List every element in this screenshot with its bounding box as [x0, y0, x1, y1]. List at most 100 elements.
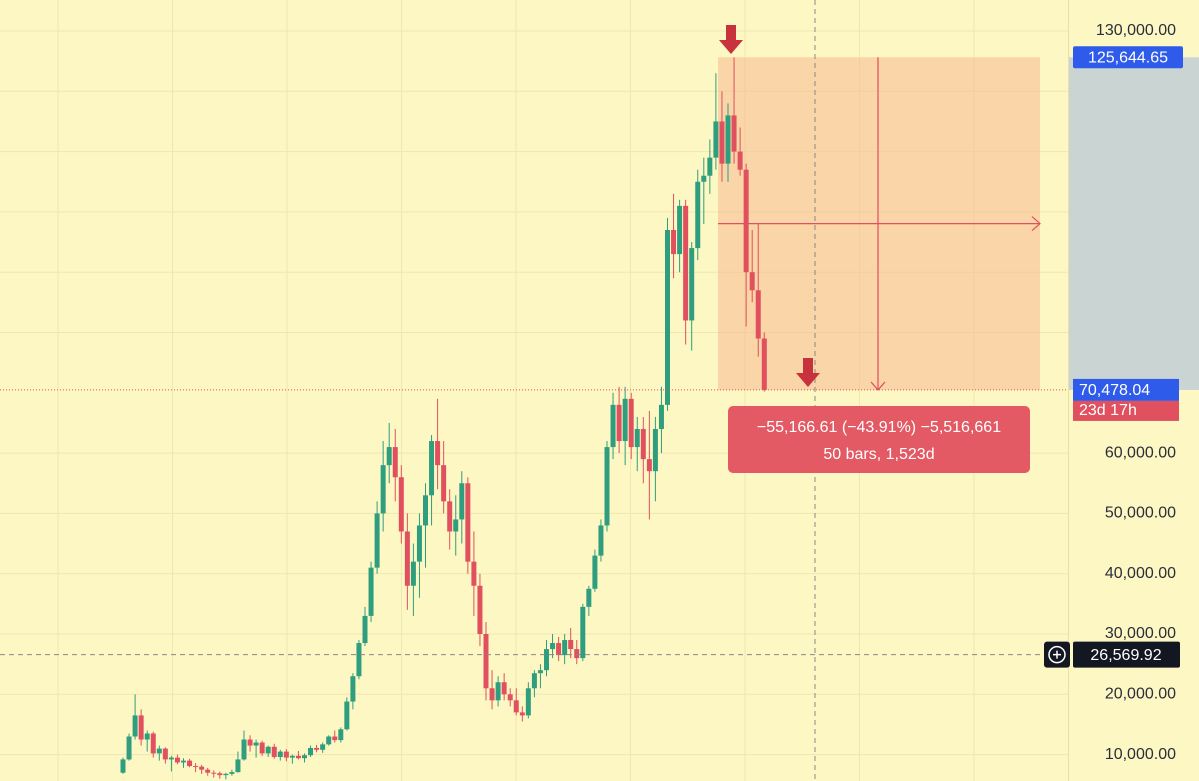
candle-body [156, 748, 162, 754]
candle-body [429, 441, 435, 496]
candle-body [338, 729, 344, 741]
candle-body [241, 739, 247, 760]
candle-body [513, 700, 519, 713]
candle-body [755, 290, 761, 339]
candle-body [199, 766, 205, 770]
candle-body [374, 513, 380, 568]
candle-body [380, 465, 386, 514]
candle-body [507, 694, 513, 701]
candle-body [598, 525, 604, 556]
candle-body [652, 428, 658, 472]
candle-body [435, 441, 441, 466]
y-tick-label: 20,000.00 [1105, 686, 1176, 703]
y-tick-label: 50,000.00 [1105, 505, 1176, 522]
candle-body [283, 751, 289, 758]
plus-icon [1053, 650, 1061, 659]
candle-body [495, 682, 501, 701]
candle-body [138, 715, 144, 740]
candle-body [144, 733, 150, 740]
candle-body [410, 561, 416, 586]
marker-arrow [796, 358, 820, 387]
measure-label-box [728, 406, 1030, 473]
candle-body [168, 757, 174, 760]
candle-body [646, 459, 652, 472]
candle-body [453, 519, 459, 532]
plus-button [1048, 645, 1066, 664]
candle-body [277, 751, 283, 758]
candle-body [308, 747, 314, 756]
candle-body [610, 404, 616, 448]
countdown-label: 23d 17h [1079, 402, 1137, 419]
candle-body [350, 676, 356, 702]
candle-body [259, 742, 265, 754]
candle-body [737, 151, 743, 170]
overlay: −55,166.61 (−43.91%) −5,516,661 50 bars, … [0, 0, 1068, 781]
crosshair-label: 26,569.92 [1090, 647, 1161, 664]
candle-body [604, 447, 610, 526]
candle-body [544, 649, 549, 671]
candle-body [295, 755, 301, 759]
countdown-box [1073, 400, 1179, 421]
candle-body [193, 766, 199, 768]
last-price-label: 70,478.04 [1079, 382, 1150, 399]
candle-body [501, 682, 507, 695]
candle-body [701, 175, 707, 182]
measure-h-arrow [1031, 216, 1041, 232]
y-tick-label: 40,000.00 [1105, 565, 1176, 582]
candle-body [677, 205, 683, 255]
last-price-box [1073, 378, 1179, 401]
candle-body [731, 115, 737, 152]
candle-body [695, 181, 701, 249]
candle-body [550, 643, 556, 650]
candle-body [332, 736, 338, 741]
candle-body [640, 428, 646, 460]
candle-body [761, 338, 767, 390]
candle-body [416, 525, 422, 562]
candle-body [247, 739, 253, 746]
y-tick-label: 10,000.00 [1105, 746, 1176, 763]
candle-body [689, 248, 695, 321]
candle-body [187, 760, 193, 767]
candle-body [683, 205, 689, 321]
high-price-box [1073, 46, 1183, 69]
candle-body [174, 757, 180, 763]
candle-body [229, 772, 235, 774]
candle-body [289, 755, 295, 758]
candle-body [302, 755, 307, 759]
candle-body [223, 773, 229, 776]
candle-body [531, 673, 537, 689]
candle-body [616, 404, 622, 442]
candle-body [725, 115, 731, 164]
candle-body [713, 121, 719, 158]
candle-body [465, 483, 471, 562]
candle-body [574, 649, 580, 659]
y-tick-label: 30,000.00 [1105, 625, 1176, 642]
candle-body [634, 428, 640, 448]
candle-body [314, 747, 320, 750]
candle-body [568, 640, 574, 650]
candle-body [537, 670, 543, 674]
candle-body [471, 561, 477, 586]
y-tick-label: 60,000.00 [1105, 444, 1176, 461]
axis-range-highlight [1069, 57, 1199, 390]
candle-body [592, 555, 598, 589]
candle-body [671, 229, 677, 255]
y-tick-label: 130,000.00 [1096, 22, 1176, 39]
candle-body [265, 746, 271, 754]
candle-body [562, 640, 568, 656]
candle-body [423, 495, 428, 526]
candle-body [235, 759, 241, 773]
candle-body [181, 760, 186, 763]
candle-body [580, 606, 586, 659]
candle-body [162, 748, 168, 760]
candle-body [628, 398, 634, 448]
candle-body [392, 447, 398, 478]
candle-body [320, 744, 326, 750]
candle-body [622, 398, 628, 442]
measure-text: 50 bars, 1,523d [823, 446, 934, 463]
candle-body [120, 759, 126, 773]
candle-body [586, 588, 592, 607]
marker-arrow [719, 25, 743, 54]
